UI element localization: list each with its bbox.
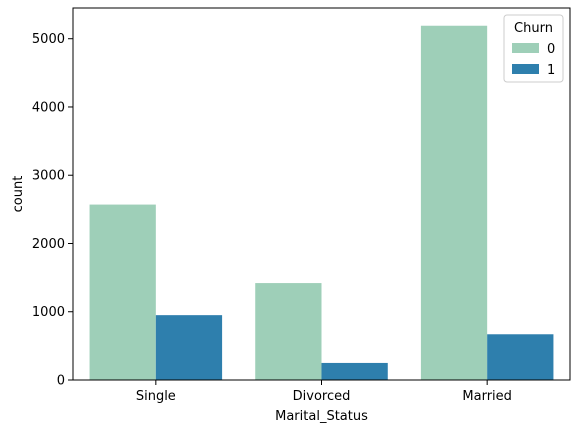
bar-married-churn-1 — [487, 334, 554, 380]
y-tick-label: 1000 — [32, 305, 65, 320]
y-ticks: 0 1000 2000 3000 4000 5000 — [32, 32, 73, 389]
y-tick-label: 0 — [57, 374, 65, 389]
legend-label-churn-0: 0 — [547, 42, 555, 57]
legend-title: Churn — [514, 21, 553, 36]
legend-swatch-churn-0 — [512, 43, 539, 53]
x-ticks: Single Divorced Married — [136, 380, 512, 404]
x-axis-label: Marital_Status — [275, 409, 368, 424]
y-tick-label: 4000 — [32, 100, 65, 115]
bars-layer — [89, 25, 554, 380]
x-tick-label: Married — [462, 389, 512, 404]
legend-label-churn-1: 1 — [547, 63, 555, 78]
bar-single-churn-0 — [89, 204, 156, 380]
y-tick-label: 3000 — [32, 169, 65, 184]
x-tick-label: Divorced — [293, 389, 351, 404]
bar-single-churn-1 — [155, 315, 223, 380]
bar-divorced-churn-0 — [255, 283, 322, 380]
legend-entries: 01 — [512, 42, 555, 78]
y-tick-label: 2000 — [32, 237, 65, 252]
bar-married-churn-0 — [420, 25, 488, 380]
y-axis-label: count — [11, 176, 26, 213]
legend: Churn 01 — [503, 14, 564, 83]
x-tick-label: Single — [136, 389, 176, 404]
bar-divorced-churn-1 — [321, 362, 388, 380]
y-tick-label: 5000 — [32, 32, 65, 47]
legend-swatch-churn-1 — [512, 64, 539, 74]
